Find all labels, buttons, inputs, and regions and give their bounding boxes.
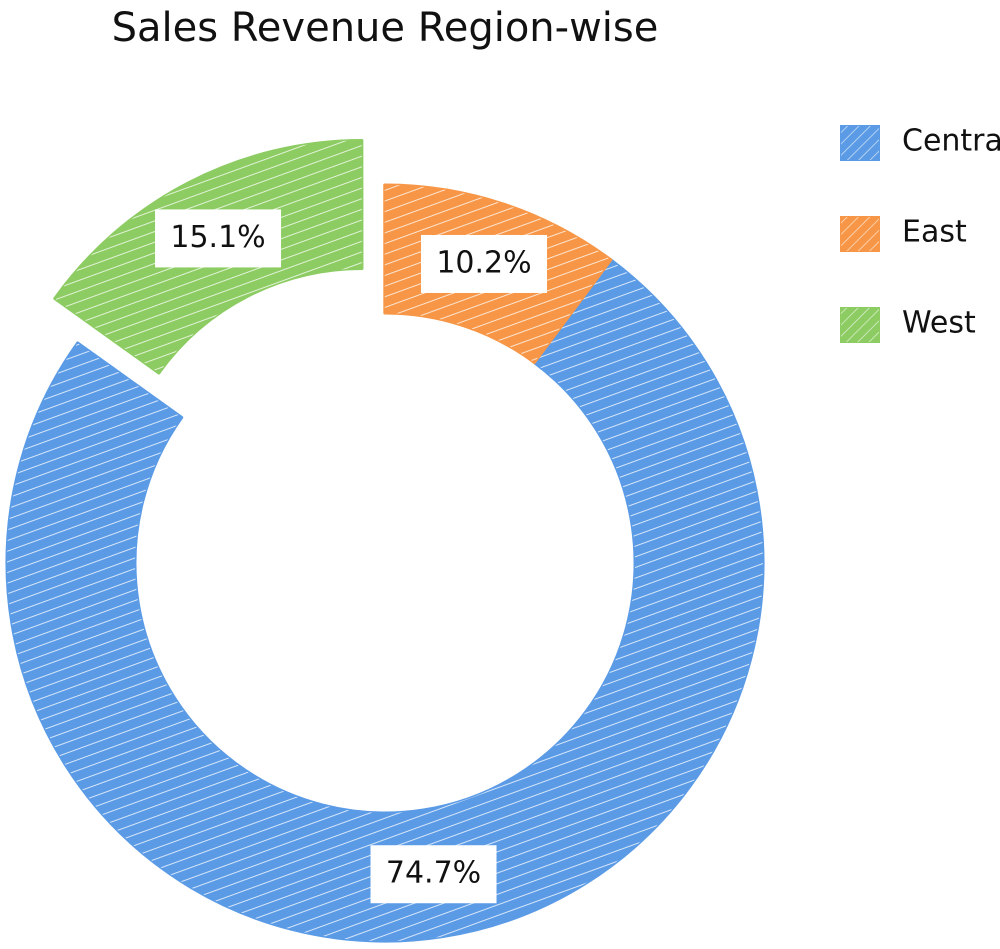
data-label: 74.7%: [386, 856, 481, 891]
data-label: 10.2%: [436, 245, 531, 280]
legend-label: West: [902, 306, 976, 341]
legend-label: Central: [902, 124, 1000, 159]
legend-label: East: [902, 215, 967, 250]
slice-hatch: [6, 259, 764, 942]
data-label: 15.1%: [170, 220, 265, 255]
label-box: [421, 234, 548, 293]
slice-group: [5, 258, 765, 943]
legend-swatch-hatch: [841, 308, 879, 342]
label-box: [155, 209, 282, 268]
label-box: [370, 845, 497, 904]
chart-title: Sales Revenue Region-wise: [112, 5, 659, 51]
legend-swatch-hatch: [841, 126, 879, 160]
legend-swatch-hatch: [841, 217, 879, 251]
